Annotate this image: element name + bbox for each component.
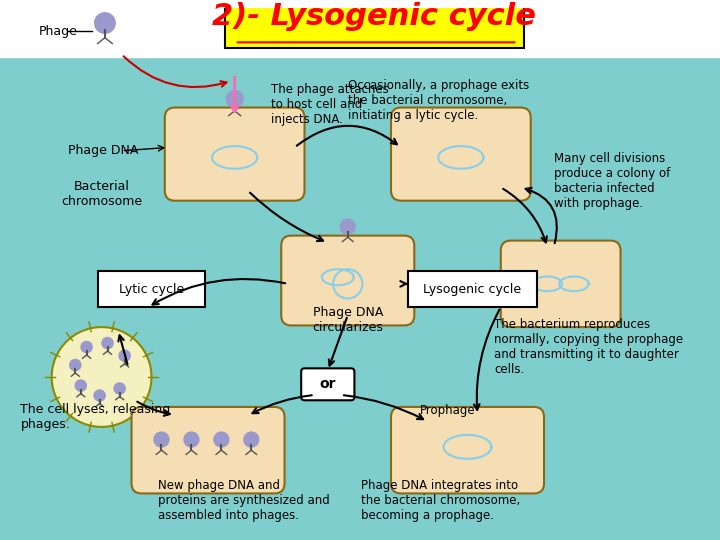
Circle shape [226,91,243,107]
Text: Many cell divisions
produce a colony of
bacteria infected
with prophage.: Many cell divisions produce a colony of … [554,152,670,210]
Circle shape [70,360,81,370]
Circle shape [214,432,229,447]
Text: Bacterial
chromosome: Bacterial chromosome [61,180,142,208]
FancyBboxPatch shape [301,368,354,400]
Text: Occasionally, a prophage exits
the bacterial chromosome,
initiating a lytic cycl: Occasionally, a prophage exits the bacte… [348,79,529,123]
FancyBboxPatch shape [132,407,284,494]
Circle shape [94,390,105,401]
FancyBboxPatch shape [408,271,537,307]
Circle shape [52,327,151,427]
Text: Phage DNA
circularizes: Phage DNA circularizes [312,306,383,334]
Text: Prophage: Prophage [420,404,475,417]
FancyBboxPatch shape [225,0,524,48]
FancyBboxPatch shape [282,235,414,326]
Text: The cell lyses, releasing
phages.: The cell lyses, releasing phages. [20,403,171,431]
Circle shape [114,383,125,394]
Circle shape [119,350,130,361]
Circle shape [102,338,113,349]
Text: Phage DNA: Phage DNA [68,144,139,157]
Text: Lysogenic cycle: Lysogenic cycle [423,282,521,296]
Text: New phage DNA and
proteins are synthesized and
assembled into phages.: New phage DNA and proteins are synthesiz… [158,478,330,522]
Circle shape [154,432,169,447]
Text: Phage DNA integrates into
the bacterial chromosome,
becoming a prophage.: Phage DNA integrates into the bacterial … [361,478,521,522]
Circle shape [81,341,92,353]
Text: 2)- Lysogenic cycle: 2)- Lysogenic cycle [212,2,536,31]
Text: Lytic cycle: Lytic cycle [119,282,184,296]
Circle shape [184,432,199,447]
FancyBboxPatch shape [391,107,531,201]
Text: Phage: Phage [38,24,77,37]
FancyBboxPatch shape [501,241,621,327]
Text: or: or [320,377,336,392]
Circle shape [94,13,115,33]
FancyBboxPatch shape [98,271,204,307]
Circle shape [341,219,355,234]
Circle shape [75,380,86,391]
FancyBboxPatch shape [165,107,305,201]
FancyBboxPatch shape [391,407,544,494]
Text: The phage attaches
to host cell and
injects DNA.: The phage attaches to host cell and inje… [271,83,389,126]
Circle shape [244,432,258,447]
Text: The bacterium reproduces
normally, copying the prophage
and transmitting it to d: The bacterium reproduces normally, copyi… [494,318,683,376]
